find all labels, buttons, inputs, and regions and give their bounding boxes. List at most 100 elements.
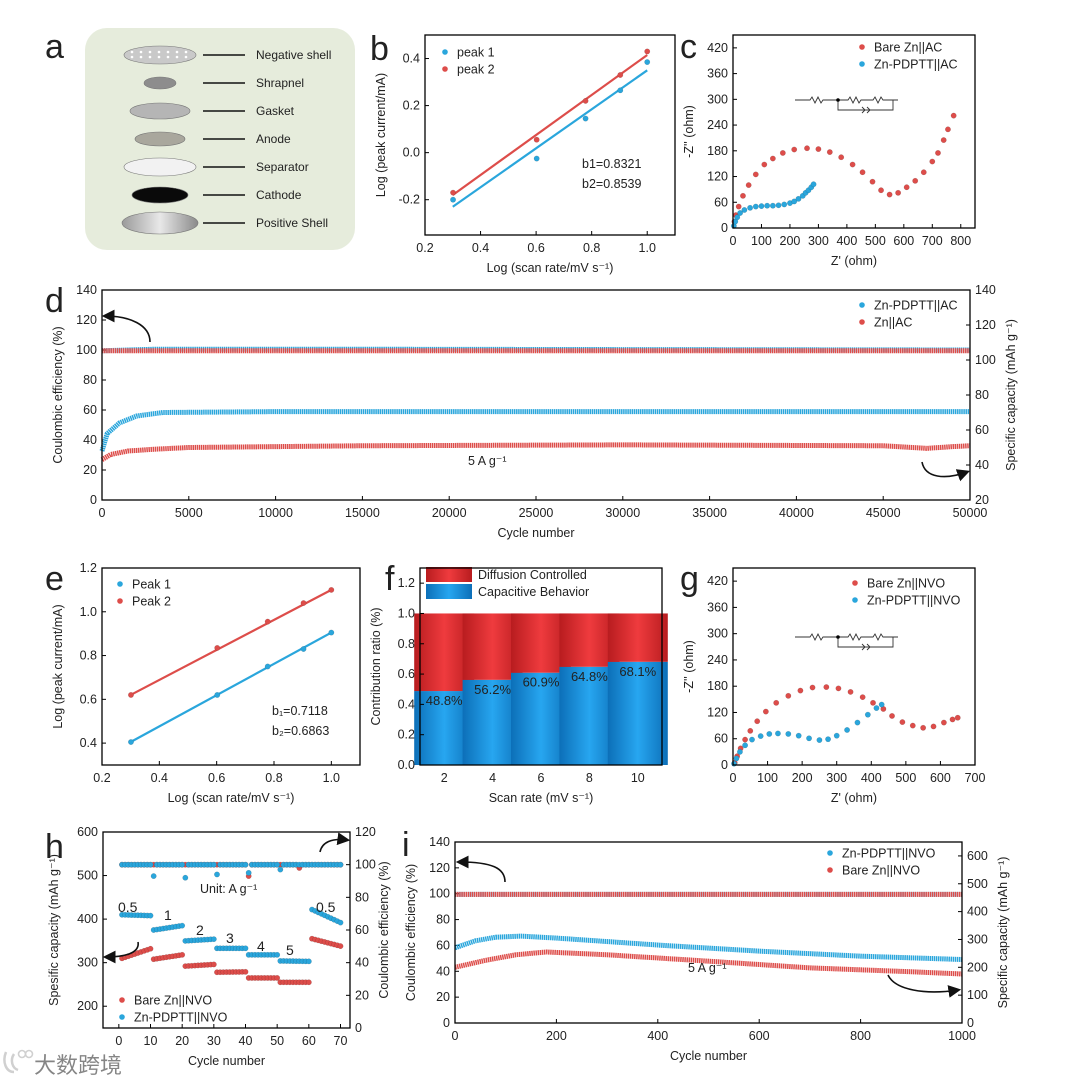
x-tick-label: 400 [861, 771, 882, 785]
data-point [337, 919, 344, 926]
data-point [150, 873, 157, 880]
plot-frame [101, 567, 361, 766]
data-point [736, 748, 743, 755]
data-point [920, 724, 927, 731]
x-tick-label: 700 [965, 771, 986, 785]
y-tick-label: 1.0 [398, 606, 415, 620]
data-point [935, 149, 941, 156]
x-tick-label: 0.2 [416, 241, 433, 255]
plot-frame [424, 34, 676, 236]
data-point [264, 618, 271, 625]
x-tick-label: 6 [538, 771, 545, 785]
x-axis-label: Log (scan rate/mV s⁻¹) [487, 261, 614, 275]
part-label: Anode [256, 132, 291, 146]
shell-hole [130, 55, 134, 59]
data-point [179, 861, 186, 868]
data-point [214, 644, 221, 651]
data-point [742, 736, 749, 743]
y-tick-label: 0.8 [398, 637, 415, 651]
x-tick-label: 70 [334, 1034, 348, 1048]
shell-hole [157, 50, 161, 54]
bar-value-label: 68.1% [619, 664, 656, 679]
data-point [242, 945, 249, 952]
x-tick-label: 45000 [866, 506, 901, 520]
x-tick-label: 800 [850, 1029, 871, 1043]
annotation: b₁=0.7118 [272, 704, 328, 718]
x-tick-label: 8 [586, 771, 593, 785]
plot-frame [732, 34, 976, 229]
part-label: Gasket [256, 104, 295, 118]
y-tick-label: 0.6 [398, 667, 415, 681]
chart-c: 0 100 200 300 400 500 600 700 800 0 60 120 180 240 300… [682, 34, 976, 268]
data-point [775, 202, 782, 209]
x-tick-label: 0.6 [208, 771, 225, 785]
legend-marker [859, 319, 865, 325]
plot-frame [454, 841, 963, 1024]
y-tick-label: 300 [707, 627, 728, 641]
x-tick-label: 20000 [432, 506, 467, 520]
data-point [147, 945, 154, 952]
legend-marker [827, 850, 833, 856]
data-point [758, 203, 765, 210]
plot-area [102, 568, 360, 765]
series-peak-2 [450, 48, 651, 196]
x-tick-label: 1.0 [639, 241, 656, 255]
data-point [909, 722, 916, 729]
plot-frame [732, 567, 976, 766]
data-point [773, 699, 780, 706]
y2-tick-label: 400 [967, 905, 988, 919]
x-tick-label: 10 [144, 1034, 158, 1048]
y-axis-label: -Z'' (ohm) [682, 640, 696, 693]
shell-hole [175, 50, 179, 54]
data-point [878, 701, 885, 708]
y-tick-label: 300 [707, 92, 728, 106]
y-tick-label: 120 [429, 861, 450, 875]
plot-area [733, 35, 975, 228]
y-tick-label: 400 [77, 912, 98, 926]
data-point [752, 203, 759, 210]
x-tick-label: 0 [99, 506, 106, 520]
y-tick-label: 60 [714, 195, 728, 209]
x-tick-label: 800 [950, 234, 971, 248]
y-tick-label: 360 [707, 67, 728, 81]
data-point [179, 922, 186, 929]
data-point [274, 974, 281, 981]
legend-marker [852, 580, 858, 586]
data-band [99, 409, 970, 452]
shell-hole [184, 55, 188, 59]
data-point [147, 912, 154, 919]
legend-marker [859, 61, 865, 67]
y-tick-label: 60 [714, 732, 728, 746]
y2-tick-label: 80 [975, 388, 989, 402]
data-point [147, 861, 154, 868]
coin-cell-part-0 [123, 45, 197, 65]
x-tick-label: 30 [207, 1034, 221, 1048]
legend-marker [442, 49, 448, 55]
data-point [582, 97, 589, 104]
data-point [300, 646, 307, 652]
x-tick-label: 500 [895, 771, 916, 785]
data-point [954, 714, 961, 721]
coin-cell-part-6 [121, 211, 199, 235]
annotation: Unit: A g⁻¹ [200, 882, 257, 896]
data-point [781, 201, 788, 208]
bar-value-label: 56.2% [474, 682, 511, 697]
x-tick-label: 15000 [345, 506, 380, 520]
data-point [929, 158, 936, 165]
y2-tick-label: 20 [975, 493, 989, 507]
y-tick-label: 100 [76, 343, 97, 357]
coin-cell-part-3 [134, 131, 186, 147]
data-point [245, 869, 252, 876]
watermark-logo: 大数跨境 [3, 1049, 122, 1077]
data-point [903, 184, 910, 191]
legend-label: Zn-PDPTT||AC [874, 299, 958, 313]
data-point [741, 207, 748, 213]
shell-hole [148, 50, 152, 54]
annotation: 4 [257, 938, 265, 954]
data-point [779, 149, 786, 156]
y2-tick-label: 0 [355, 1021, 362, 1035]
legend-label: Capacitive Behavior [478, 585, 589, 599]
coin-cell-part-2 [129, 102, 191, 120]
data-point [733, 755, 740, 762]
